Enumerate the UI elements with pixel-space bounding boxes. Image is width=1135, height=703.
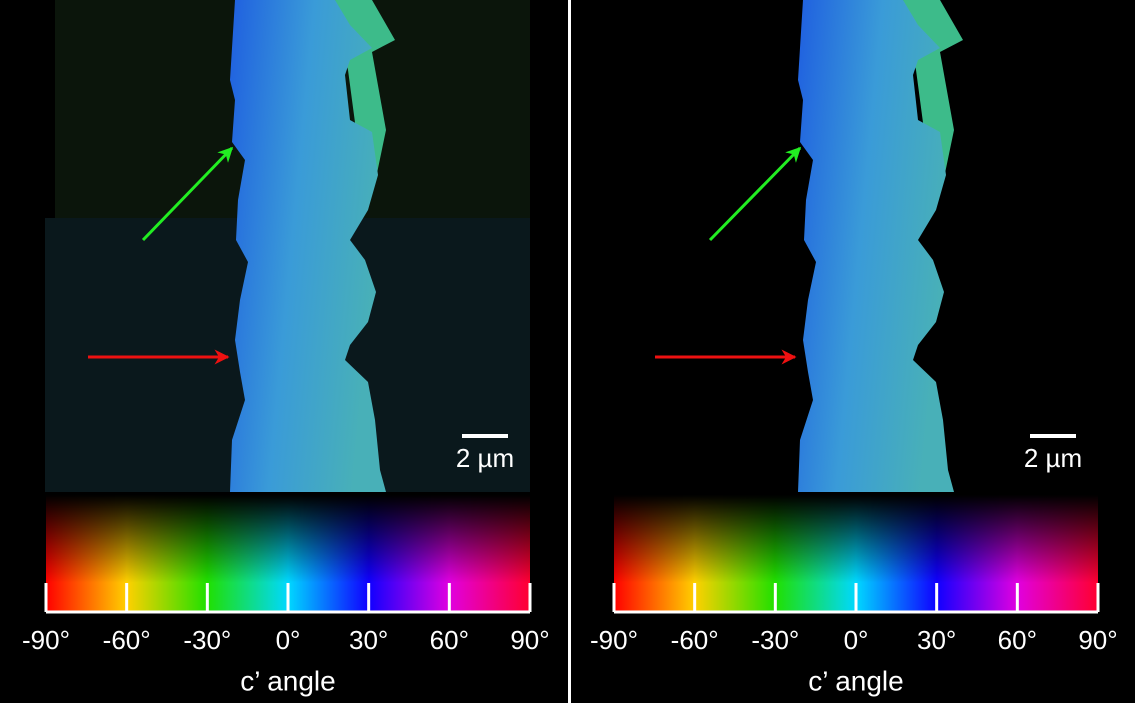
colorbar-tick-label: 30°: [917, 625, 956, 655]
scale-bar-label: 2 µm: [1024, 443, 1082, 473]
colorbar-tick-label: 0°: [276, 625, 301, 655]
colorbar-tick-label: 60°: [998, 625, 1037, 655]
colorbar-tick-label: 30°: [349, 625, 388, 655]
colorbar-label: c’ angle: [808, 665, 903, 696]
colorbar-tick-label: -30°: [751, 625, 799, 655]
colorbar-tick-label: -90°: [22, 625, 70, 655]
colorbar-tick-label: 90°: [1078, 625, 1117, 655]
colorbar-tick-label: -30°: [183, 625, 231, 655]
divider: [568, 0, 571, 703]
colorbar-tick-label: -90°: [590, 625, 638, 655]
scale-bar-label: 2 µm: [456, 443, 514, 473]
colorbar-tick-label: -60°: [103, 625, 151, 655]
colorbar-label: c’ angle: [240, 665, 335, 696]
colorbar-tick-label: 0°: [844, 625, 869, 655]
colorbar-tick-label: -60°: [671, 625, 719, 655]
figure: 2 µm -90° -60° -30° 0° 30° 60° 90° c’ angle 2 µm -…: [0, 0, 1135, 703]
colorbar-tick-label: 90°: [510, 625, 549, 655]
colorbar-tick-label: 60°: [430, 625, 469, 655]
